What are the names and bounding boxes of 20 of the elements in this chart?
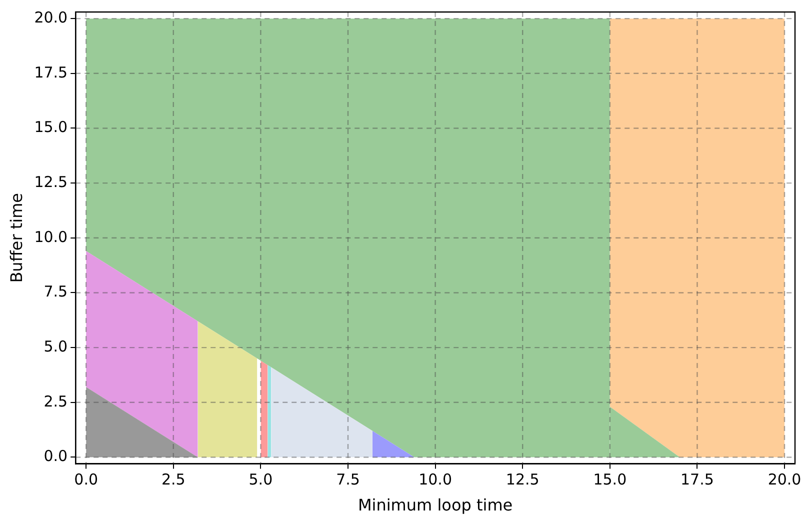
x-tick-label: 12.5 [506, 470, 540, 489]
y-tick-label: 2.5 [44, 392, 68, 410]
x-tick-label: 5.0 [248, 470, 273, 489]
y-tick-label: 20.0 [34, 8, 68, 26]
x-tick-label: 2.5 [161, 470, 186, 489]
x-tick-label: 17.5 [680, 470, 714, 489]
x-tick-label: 0.0 [74, 470, 98, 489]
y-tick-label: 7.5 [44, 282, 68, 301]
y-tick-label: 10.0 [34, 228, 68, 246]
y-tick-label: 5.0 [44, 337, 68, 356]
y-tick-label: 12.5 [34, 172, 68, 191]
y-axis-title: Buffer time [6, 193, 26, 283]
y-tick-label: 0.0 [44, 447, 68, 466]
x-tick-label: 7.5 [336, 470, 360, 489]
x-axis-title: Minimum loop time [358, 496, 513, 515]
x-tick-label: 15.0 [593, 470, 627, 489]
x-tick-label: 20.0 [768, 470, 802, 489]
y-tick-label: 17.5 [34, 63, 68, 82]
x-tick-label: 10.0 [418, 470, 452, 489]
y-tick-label: 15.0 [34, 118, 68, 136]
